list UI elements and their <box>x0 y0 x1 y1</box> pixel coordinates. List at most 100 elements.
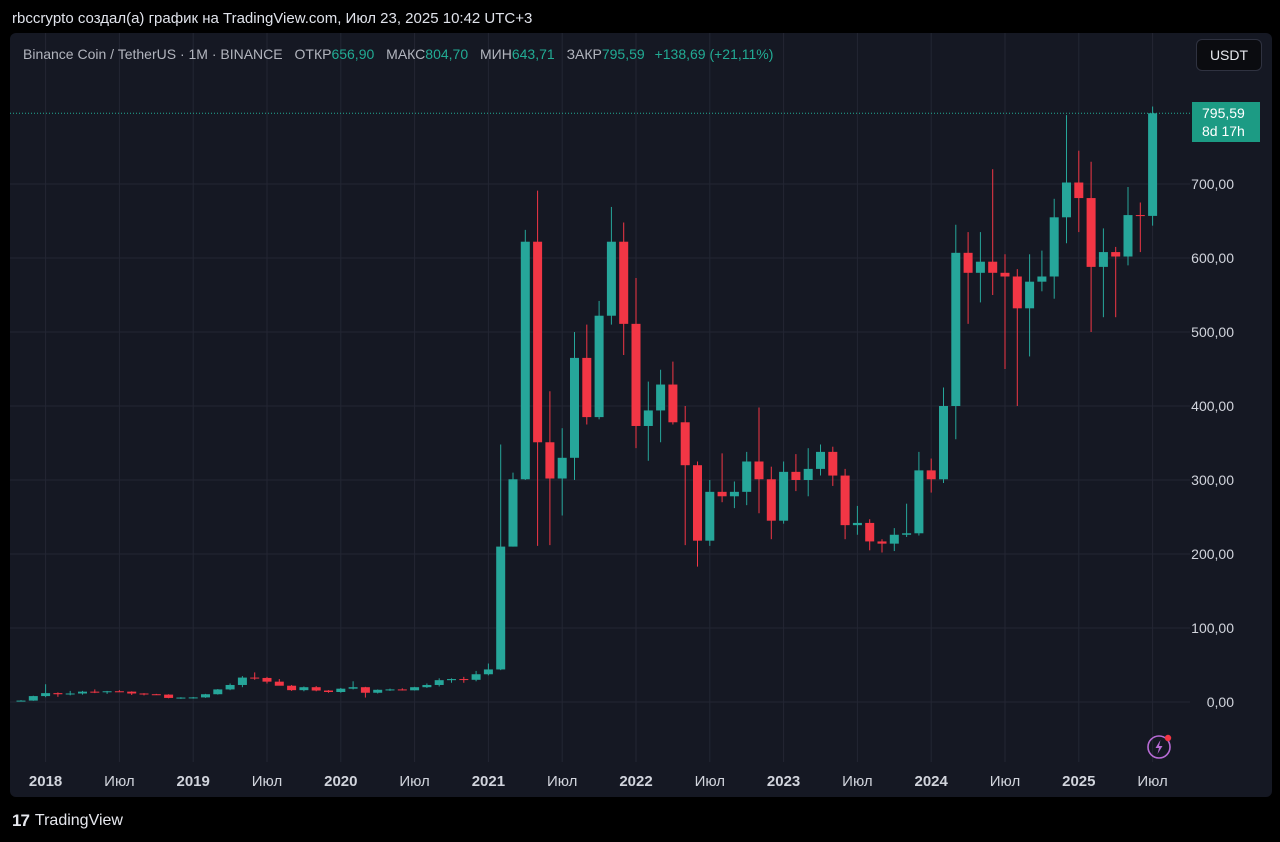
candle[interactable] <box>1000 254 1010 369</box>
candle[interactable] <box>287 684 297 691</box>
candle[interactable] <box>520 229 530 480</box>
candle[interactable] <box>545 391 555 546</box>
candle[interactable] <box>1098 228 1108 318</box>
candle[interactable] <box>1074 150 1084 233</box>
candle[interactable] <box>606 206 616 325</box>
candle[interactable] <box>65 690 75 696</box>
candle[interactable] <box>348 681 358 690</box>
candle[interactable] <box>570 332 579 480</box>
candle[interactable] <box>16 700 26 702</box>
candle[interactable] <box>127 691 137 695</box>
candle[interactable] <box>791 454 801 492</box>
chart-panel[interactable] <box>10 33 1272 797</box>
candle[interactable] <box>1148 106 1158 226</box>
candle[interactable] <box>299 686 309 692</box>
candle[interactable] <box>693 461 702 567</box>
candle[interactable] <box>533 190 543 546</box>
candle[interactable] <box>274 679 284 686</box>
candle[interactable] <box>459 676 469 683</box>
candle[interactable] <box>926 458 936 493</box>
candle[interactable] <box>471 670 481 682</box>
candle[interactable] <box>668 361 678 425</box>
candle[interactable] <box>250 672 260 680</box>
candle[interactable] <box>373 689 383 694</box>
candle[interactable] <box>447 678 456 683</box>
candle[interactable] <box>237 676 247 688</box>
candle[interactable] <box>619 222 629 355</box>
candle[interactable] <box>188 696 198 699</box>
candle[interactable] <box>729 481 739 509</box>
candle[interactable] <box>1111 246 1121 318</box>
candle[interactable] <box>766 466 776 540</box>
candle[interactable] <box>975 232 985 303</box>
candle[interactable] <box>705 480 715 546</box>
candle[interactable] <box>164 694 174 699</box>
candle[interactable] <box>360 686 370 698</box>
candle[interactable] <box>840 468 850 540</box>
candle[interactable] <box>114 690 124 693</box>
candle[interactable] <box>28 695 38 701</box>
x-tick-label: Июл <box>695 773 725 790</box>
candle[interactable] <box>90 689 100 694</box>
candle-body <box>65 693 75 695</box>
candle[interactable] <box>742 451 752 506</box>
lightning-icon[interactable] <box>1146 733 1172 759</box>
candle[interactable] <box>717 453 727 503</box>
candle[interactable] <box>41 684 51 698</box>
candle[interactable] <box>1062 115 1071 244</box>
candle[interactable] <box>643 381 653 461</box>
candle[interactable] <box>1012 269 1022 406</box>
candle[interactable] <box>213 689 223 695</box>
candle[interactable] <box>1025 254 1035 357</box>
candle[interactable] <box>139 693 149 696</box>
candle[interactable] <box>902 503 912 537</box>
candle[interactable] <box>201 693 210 698</box>
candle[interactable] <box>508 472 518 547</box>
candle[interactable] <box>889 528 899 552</box>
candle[interactable] <box>496 444 506 671</box>
candle[interactable] <box>324 690 333 693</box>
candle[interactable] <box>828 446 838 486</box>
candle[interactable] <box>656 369 666 443</box>
candle[interactable] <box>594 300 604 420</box>
candle[interactable] <box>410 686 420 691</box>
candle[interactable] <box>483 663 493 676</box>
candle[interactable] <box>1049 198 1059 299</box>
candle[interactable] <box>434 678 444 687</box>
candle[interactable] <box>1086 161 1096 332</box>
candle[interactable] <box>385 688 395 691</box>
candle[interactable] <box>1135 202 1145 253</box>
candle[interactable] <box>78 690 87 695</box>
candle[interactable] <box>754 407 764 514</box>
candle[interactable] <box>963 232 973 324</box>
candle[interactable] <box>262 676 272 684</box>
candle[interactable] <box>951 224 961 440</box>
candle[interactable] <box>680 406 690 546</box>
candle[interactable] <box>631 277 641 449</box>
candle[interactable] <box>877 539 887 553</box>
candle[interactable] <box>557 428 567 516</box>
candle[interactable] <box>1037 250 1047 292</box>
candle[interactable] <box>422 683 432 688</box>
candle[interactable] <box>816 444 825 476</box>
candle[interactable] <box>914 451 924 536</box>
candle[interactable] <box>865 519 875 551</box>
candle[interactable] <box>939 387 948 483</box>
candle[interactable] <box>852 505 862 535</box>
candle[interactable] <box>151 693 161 696</box>
candle[interactable] <box>176 697 186 699</box>
candle[interactable] <box>397 688 407 691</box>
candle[interactable] <box>803 448 813 497</box>
candle[interactable] <box>102 690 112 694</box>
tradingview-logo-icon[interactable]: 17 <box>12 811 30 830</box>
candle[interactable] <box>582 324 592 425</box>
candle[interactable] <box>225 683 235 691</box>
candle[interactable] <box>336 687 346 693</box>
currency-button[interactable]: USDT <box>1196 39 1262 71</box>
candle[interactable] <box>53 692 63 697</box>
candle[interactable] <box>311 686 321 692</box>
candle[interactable] <box>779 461 789 524</box>
candle[interactable] <box>988 169 998 295</box>
candle[interactable] <box>1123 186 1133 266</box>
